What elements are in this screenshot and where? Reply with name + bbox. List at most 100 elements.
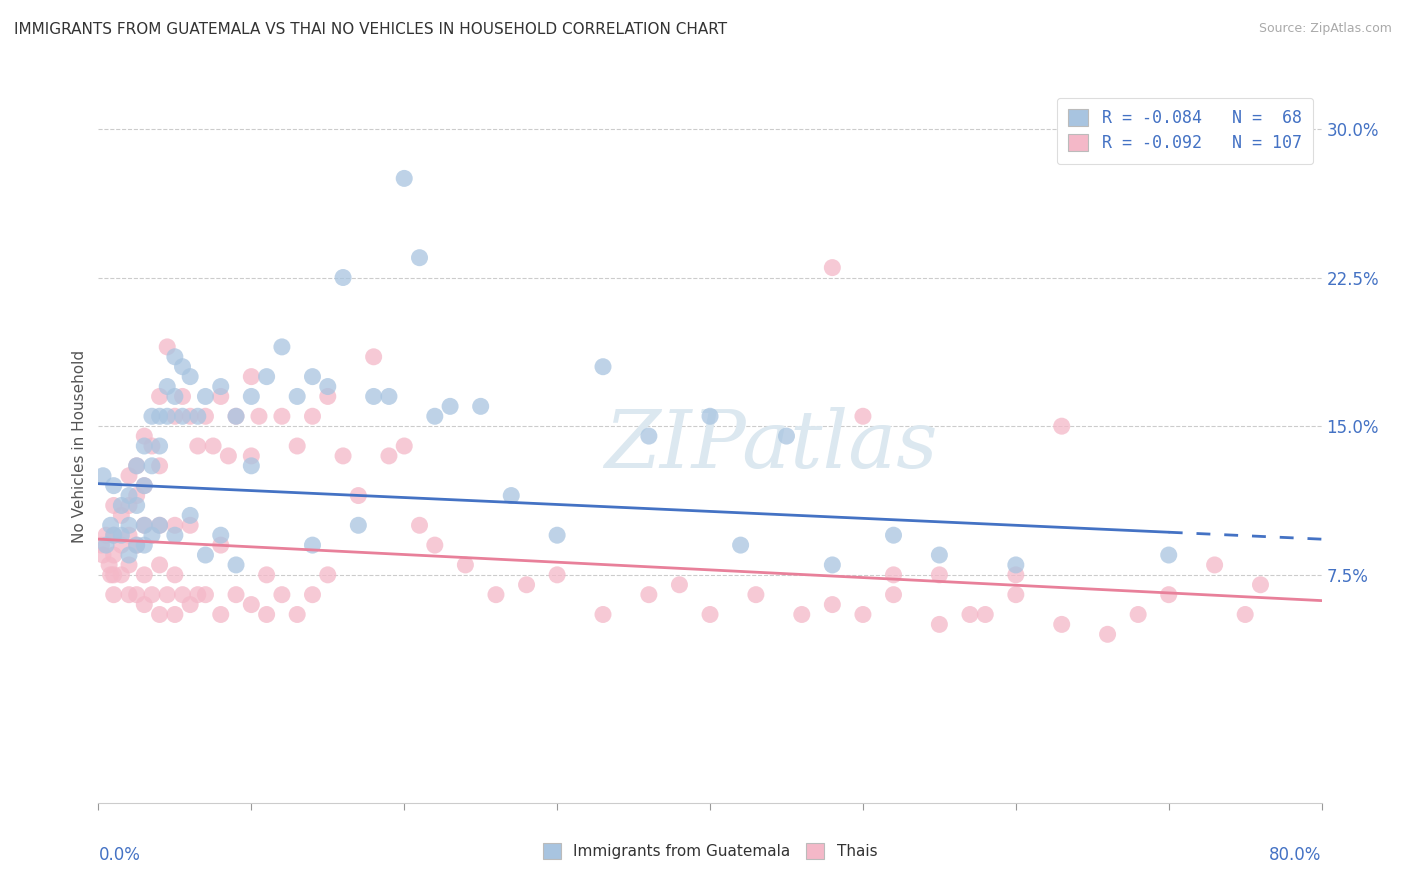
Point <box>149 518 172 533</box>
Y-axis label: No Vehicles in Household: No Vehicles in Household <box>72 350 87 542</box>
Point <box>240 389 263 403</box>
Point <box>134 598 156 612</box>
Point <box>256 369 278 384</box>
Point <box>1050 617 1073 632</box>
Point <box>347 489 370 503</box>
Point <box>156 379 179 393</box>
Point <box>179 369 201 384</box>
Point <box>408 251 430 265</box>
Point <box>156 588 179 602</box>
Point <box>103 528 125 542</box>
Point <box>363 389 385 403</box>
Point <box>134 439 156 453</box>
Legend: Immigrants from Guatemala, Thais: Immigrants from Guatemala, Thais <box>536 835 884 866</box>
Point <box>172 409 194 424</box>
Point <box>110 567 132 582</box>
Point <box>103 567 125 582</box>
Point <box>408 518 430 533</box>
Point <box>1097 627 1119 641</box>
Point <box>928 567 950 582</box>
Point <box>974 607 997 622</box>
Point <box>149 558 172 572</box>
Point <box>179 409 201 424</box>
Point <box>546 567 568 582</box>
Point <box>134 518 156 533</box>
Point <box>118 548 141 562</box>
Point <box>699 607 721 622</box>
Point <box>118 518 141 533</box>
Point <box>225 409 247 424</box>
Point <box>423 538 446 552</box>
Point <box>347 518 370 533</box>
Point <box>225 409 247 424</box>
Point <box>187 439 209 453</box>
Point <box>110 538 132 552</box>
Point <box>316 567 339 582</box>
Point <box>592 359 614 374</box>
Point <box>125 538 148 552</box>
Point <box>91 548 114 562</box>
Point <box>270 588 292 602</box>
Point <box>1004 558 1026 572</box>
Text: IMMIGRANTS FROM GUATEMALA VS THAI NO VEHICLES IN HOUSEHOLD CORRELATION CHART: IMMIGRANTS FROM GUATEMALA VS THAI NO VEH… <box>14 22 727 37</box>
Point <box>240 458 263 473</box>
Point <box>423 409 446 424</box>
Point <box>821 558 844 572</box>
Point <box>1249 578 1271 592</box>
Point <box>172 359 194 374</box>
Point <box>90 538 112 552</box>
Point <box>103 588 125 602</box>
Point <box>179 598 201 612</box>
Point <box>470 400 492 414</box>
Point <box>209 607 232 622</box>
Point <box>316 379 339 393</box>
Point <box>149 518 172 533</box>
Point <box>301 588 323 602</box>
Point <box>163 607 186 622</box>
Point <box>194 389 217 403</box>
Point <box>256 567 278 582</box>
Point <box>209 538 232 552</box>
Point <box>118 489 141 503</box>
Point <box>134 567 156 582</box>
Point <box>134 478 156 492</box>
Point <box>118 558 141 572</box>
Point <box>378 389 401 403</box>
Point <box>1050 419 1073 434</box>
Point <box>110 499 132 513</box>
Point <box>149 389 172 403</box>
Point <box>163 389 186 403</box>
Point <box>270 409 292 424</box>
Point <box>194 588 217 602</box>
Point <box>332 449 354 463</box>
Point <box>110 508 132 523</box>
Point <box>118 499 141 513</box>
Point <box>125 588 148 602</box>
Point <box>730 538 752 552</box>
Point <box>149 607 172 622</box>
Point <box>637 588 661 602</box>
Point <box>179 518 201 533</box>
Point <box>1234 607 1257 622</box>
Point <box>125 458 148 473</box>
Point <box>125 499 148 513</box>
Point <box>103 548 125 562</box>
Point <box>118 528 141 542</box>
Point <box>1004 567 1026 582</box>
Point <box>125 538 148 552</box>
Point <box>285 389 308 403</box>
Point <box>852 409 875 424</box>
Point <box>1204 558 1226 572</box>
Point <box>187 588 209 602</box>
Text: 0.0%: 0.0% <box>98 846 141 863</box>
Point <box>187 409 209 424</box>
Point <box>485 588 508 602</box>
Point <box>134 518 156 533</box>
Point <box>98 558 121 572</box>
Point <box>141 458 163 473</box>
Point <box>301 369 323 384</box>
Point <box>790 607 813 622</box>
Point <box>546 528 568 542</box>
Point <box>209 389 232 403</box>
Point <box>668 578 690 592</box>
